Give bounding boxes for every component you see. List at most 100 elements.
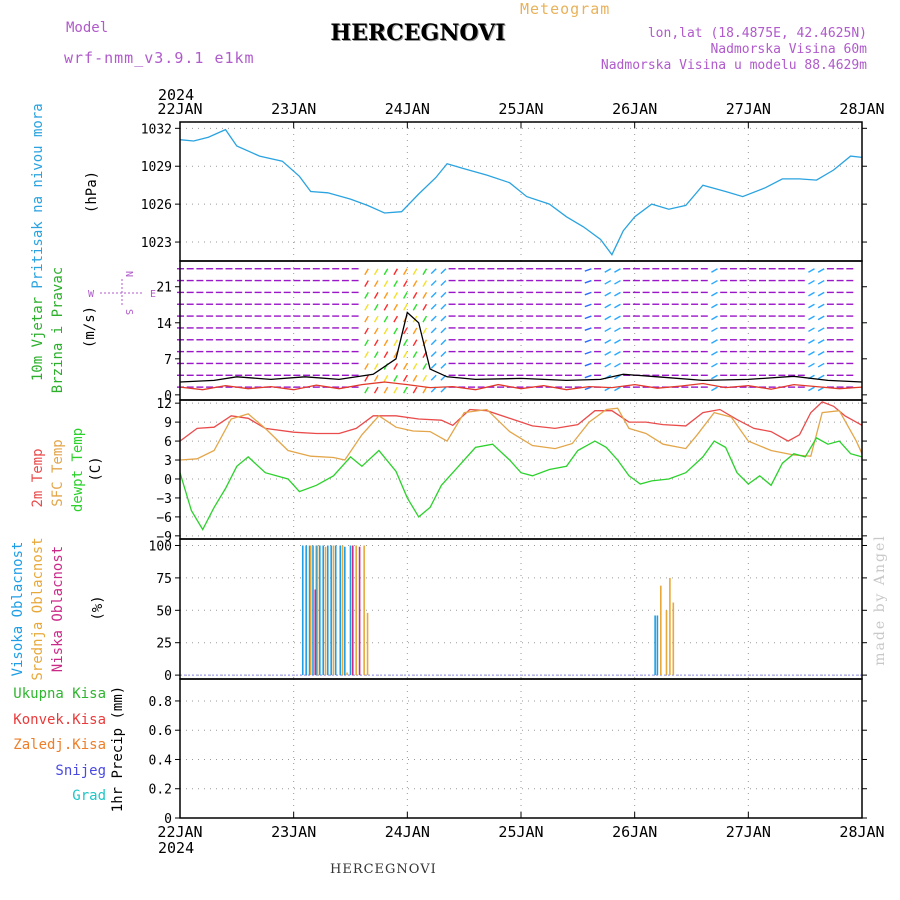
series-line-pritisak-na-nivou-mora bbox=[179, 128, 863, 256]
model-name: wrf-nmm_v3.9.1 e1km bbox=[64, 49, 255, 67]
wind-barb bbox=[614, 351, 621, 356]
ylabel-precip-unit: 1hr Precip (mm) bbox=[110, 686, 126, 812]
time-label-bottom: 24JAN bbox=[385, 823, 430, 841]
wind-barb bbox=[364, 351, 369, 359]
wind-barb bbox=[383, 374, 389, 382]
wind-barb bbox=[817, 362, 825, 368]
wind-barb bbox=[373, 280, 379, 287]
wind-barb bbox=[711, 339, 718, 344]
time-label-bottom: 26JAN bbox=[612, 823, 657, 841]
legend-zaledj-kisa: Zaledj.Kisa bbox=[13, 737, 106, 753]
wind-barb bbox=[373, 386, 379, 394]
time-label-top: 26JAN bbox=[612, 100, 657, 118]
y-tick-label: 0 bbox=[164, 669, 172, 684]
meteogram-label: Meteogram bbox=[520, 0, 611, 18]
y-tick-label: 1032 bbox=[141, 122, 172, 137]
wind-barb bbox=[402, 339, 408, 347]
ylabel-pressure: Pritisak na nivou mora bbox=[30, 103, 46, 288]
time-label-top: 22JAN bbox=[157, 100, 202, 118]
wind-barb bbox=[584, 268, 592, 272]
wind-barb bbox=[393, 280, 399, 287]
wind-barb bbox=[711, 327, 718, 333]
wind-barb bbox=[440, 280, 447, 287]
wind-barb bbox=[584, 362, 592, 367]
wind-barb bbox=[584, 339, 592, 343]
wind-barb bbox=[412, 280, 418, 287]
wind-barb bbox=[711, 362, 718, 368]
wind-barb bbox=[711, 315, 718, 321]
ylabel-pressure-unit: (hPa) bbox=[84, 171, 100, 213]
wind-barb bbox=[440, 351, 447, 358]
wind-barb bbox=[614, 315, 621, 321]
wind-barb bbox=[412, 268, 418, 276]
wind-barb bbox=[604, 327, 612, 333]
wind-barb bbox=[393, 292, 399, 299]
wind-barb bbox=[614, 339, 621, 344]
wind-barb bbox=[373, 315, 379, 323]
wind-barb bbox=[412, 363, 418, 370]
y-tick-label: 21 bbox=[156, 281, 172, 296]
wind-barb bbox=[402, 386, 408, 394]
wind-barb bbox=[808, 362, 815, 368]
y-tick-label: 6 bbox=[164, 435, 172, 450]
wind-barb bbox=[604, 303, 612, 309]
wind-barb bbox=[817, 351, 825, 356]
wind-barb bbox=[402, 363, 408, 370]
wind-barb bbox=[430, 280, 437, 287]
wind-barb bbox=[402, 374, 408, 382]
model-label: Model bbox=[66, 20, 109, 36]
wind-barb bbox=[402, 303, 408, 311]
wind-barb bbox=[817, 339, 825, 344]
wind-barb bbox=[817, 291, 825, 297]
wind-barb bbox=[584, 350, 592, 355]
year-label-bottom: 2024 bbox=[158, 839, 194, 857]
wind-barb bbox=[817, 268, 825, 273]
wind-barb bbox=[412, 374, 418, 382]
panel-frame-cloud_cover bbox=[179, 538, 863, 680]
wind-barb bbox=[817, 315, 825, 321]
time-label-bottom: 22JAN bbox=[157, 823, 202, 841]
wind-barb bbox=[711, 351, 718, 356]
ylabel-temp-sfc: SFC Temp bbox=[50, 439, 66, 506]
wind-barb bbox=[412, 339, 418, 347]
wind-barb bbox=[430, 303, 437, 310]
y-tick-label: 25 bbox=[156, 637, 172, 652]
wind-barb bbox=[584, 303, 592, 308]
wind-barb bbox=[364, 327, 369, 335]
wind-barb bbox=[808, 351, 815, 356]
wind-barb bbox=[614, 362, 621, 368]
y-tick-label: 9 bbox=[164, 416, 172, 431]
wind-barb bbox=[808, 339, 815, 344]
location-coordinates: lon,lat (18.4875E, 42.4625N) bbox=[647, 26, 867, 41]
wind-barb bbox=[817, 303, 825, 309]
wind-barb bbox=[393, 339, 399, 347]
wind-barb bbox=[402, 351, 408, 359]
wind-barb bbox=[364, 386, 369, 394]
wind-barb bbox=[817, 279, 825, 285]
wind-barb bbox=[584, 279, 592, 284]
y-tick-label: 0 bbox=[164, 812, 172, 827]
y-tick-label: 0.4 bbox=[149, 753, 173, 768]
wind-arrows bbox=[177, 268, 854, 394]
watermark: made by Angel bbox=[872, 534, 888, 666]
wind-barb bbox=[604, 279, 612, 285]
wind-barb bbox=[383, 351, 389, 359]
compass-w: W bbox=[88, 289, 95, 300]
wind-barb bbox=[614, 374, 621, 380]
ylabel-temp-dew: dewpt Temp bbox=[70, 428, 86, 512]
wind-barb bbox=[383, 268, 389, 276]
wind-barb bbox=[440, 291, 447, 298]
wind-barb bbox=[412, 327, 418, 335]
wind-barb bbox=[393, 374, 399, 382]
wind-barb bbox=[364, 268, 369, 276]
time-label-bottom: 27JAN bbox=[726, 823, 771, 841]
y-tick-label: 100 bbox=[149, 539, 172, 554]
y-tick-label: −3 bbox=[156, 492, 172, 507]
y-tick-label: 1023 bbox=[141, 236, 172, 251]
wind-barb bbox=[808, 327, 815, 333]
wind-barb bbox=[402, 292, 408, 299]
station-elevation: Nadmorska Visina 60m bbox=[710, 42, 867, 57]
series-line-sfc-temp bbox=[179, 407, 863, 461]
wind-barb bbox=[364, 292, 369, 299]
